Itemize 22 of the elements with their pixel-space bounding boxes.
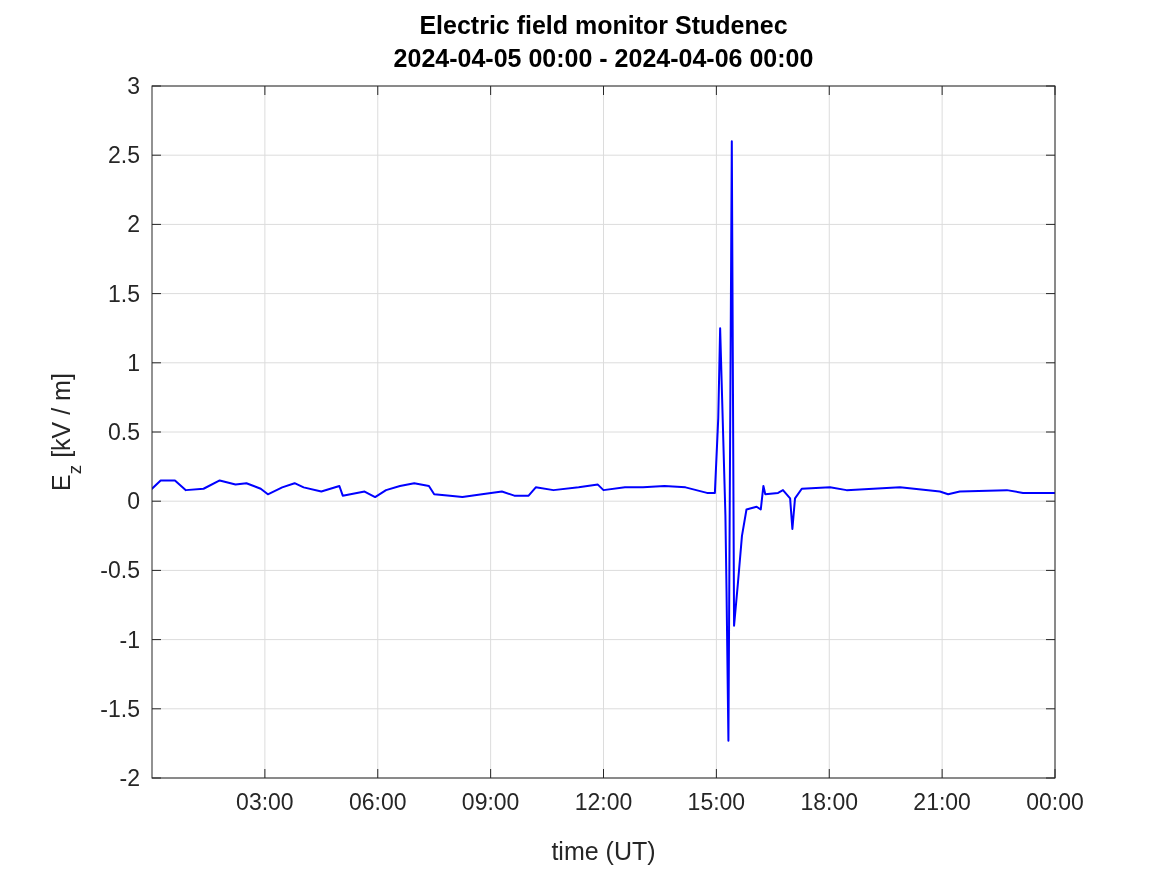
y-tick-label: 2 — [127, 211, 140, 238]
x-tick-label: 18:00 — [800, 789, 859, 815]
y-tick-label: 0 — [127, 488, 140, 515]
x-tick-label: 09:00 — [461, 789, 520, 815]
y-tick-label: 1 — [127, 349, 140, 376]
y-tick-label: 2.5 — [108, 142, 140, 169]
x-tick-label: 12:00 — [574, 789, 633, 815]
y-tick-label: -1 — [119, 626, 140, 653]
y-tick-label: 3 — [127, 73, 140, 99]
y-tick-label: -1.5 — [100, 695, 140, 722]
x-tick-label: 06:00 — [348, 789, 407, 815]
y-tick-label: 0.5 — [108, 419, 140, 445]
y-tick-label: -2 — [119, 765, 140, 791]
x-tick-label: 21:00 — [913, 789, 971, 815]
x-axis-title: time (UT) — [551, 837, 656, 865]
chart-title: Electric field monitor Studenec 2024-04-05 00:00 - 2024-04-06 00:00 — [393, 11, 814, 72]
x-tick-label: 15:00 — [687, 789, 746, 815]
x-tick-label: 00:00 — [1026, 789, 1084, 815]
y-tick-label: -0.5 — [100, 557, 140, 584]
line-series — [152, 140, 1055, 742]
x-tick-label: 03:00 — [236, 789, 294, 815]
y-tick-label: 1.5 — [108, 280, 140, 307]
